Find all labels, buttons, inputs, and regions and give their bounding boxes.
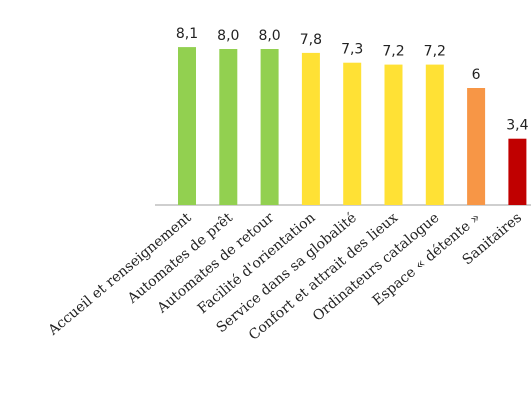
value-label-1: 8,1 — [176, 26, 198, 42]
bars-group — [178, 47, 527, 206]
bar-7 — [425, 64, 444, 205]
value-label-6: 7,2 — [382, 44, 404, 60]
bar-3 — [260, 49, 279, 205]
bar-9 — [508, 138, 527, 205]
bar-6 — [384, 64, 403, 205]
bar-2 — [219, 49, 238, 205]
value-label-2: 8,0 — [217, 28, 239, 44]
value-label-4: 7,8 — [300, 32, 322, 48]
bar-8 — [467, 88, 486, 205]
value-label-8: 6 — [472, 67, 481, 83]
value-label-7: 7,2 — [424, 44, 446, 60]
value-label-3: 8,0 — [258, 28, 280, 44]
value-label-9: 3,4 — [506, 118, 528, 134]
value-labels-group: 8,1 8,0 8,0 7,8 7,3 7,2 7,2 6 3,4 — [176, 26, 529, 134]
bar-4 — [301, 52, 320, 206]
bar-1 — [178, 47, 196, 205]
value-label-5: 7,3 — [341, 42, 363, 58]
bar-5 — [343, 62, 362, 206]
